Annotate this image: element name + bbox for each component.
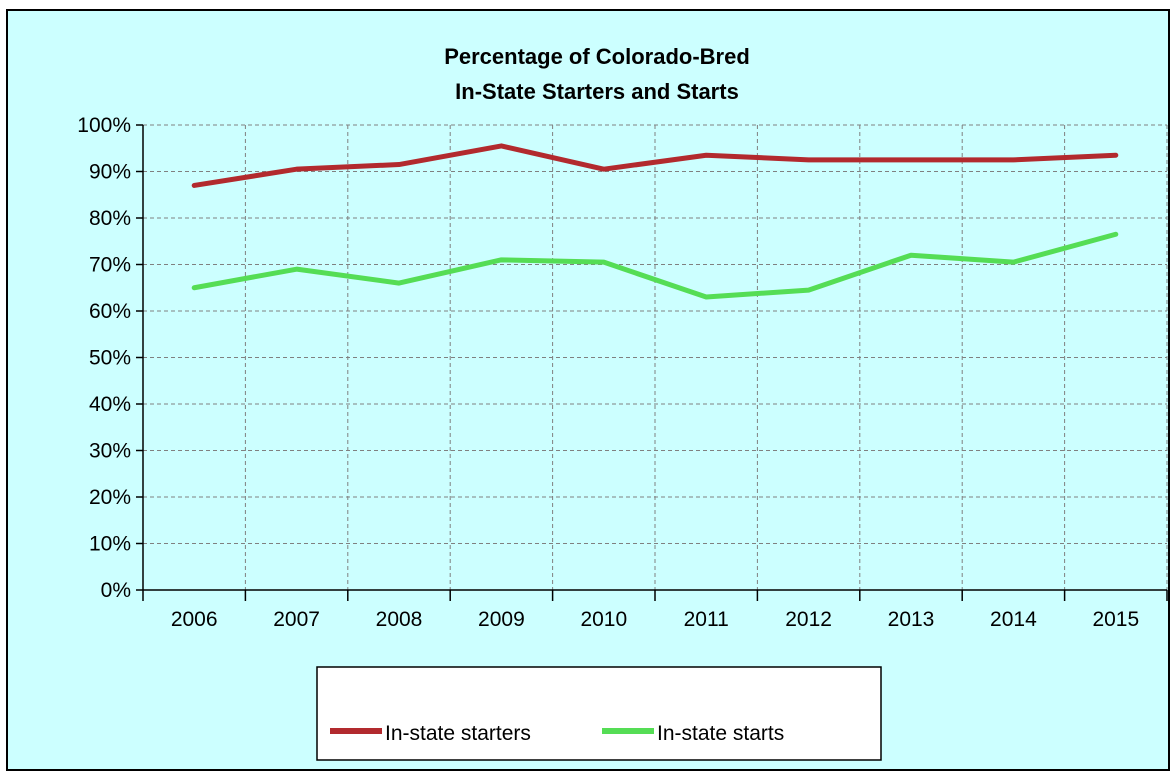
x-tick-label: 2008 — [376, 608, 423, 631]
x-tick-label: 2014 — [990, 608, 1037, 631]
x-tick-label: 2011 — [684, 608, 729, 631]
chart-frame — [6, 9, 1170, 771]
y-tick-label: 0% — [101, 579, 131, 602]
y-tick-label: 60% — [89, 300, 131, 323]
x-tick-label: 2012 — [785, 608, 832, 631]
x-tick-label: 2013 — [888, 608, 935, 631]
y-tick-label: 50% — [89, 347, 131, 370]
x-tick-label: 2009 — [478, 608, 525, 631]
legend-label: In-state starters — [385, 722, 531, 745]
chart-title-line-2: In-State Starters and Starts — [455, 79, 739, 104]
axes: 0% 10% 20% 30% 40% 50% 60% 70% 80% 90% 100% 2006 200… — [77, 114, 1168, 631]
x-tick-label: 2007 — [273, 608, 320, 631]
y-tick-label: 80% — [89, 207, 131, 230]
series-line-2 — [191, 231, 1119, 300]
y-tick-label: 30% — [89, 440, 131, 463]
y-tick-label: 100% — [77, 114, 131, 137]
legend-box — [316, 666, 882, 761]
y-tick-label: 70% — [89, 254, 131, 277]
x-tick-label: 2010 — [580, 608, 627, 631]
x-tick-label: 2015 — [1092, 608, 1139, 631]
series-lines — [191, 143, 1119, 300]
y-tick-label: 40% — [89, 393, 131, 416]
y-tick-label: 90% — [89, 161, 131, 184]
y-tick-label: 20% — [89, 486, 131, 509]
legend: In-state starters In-state starts — [316, 666, 882, 761]
x-tick-label: 2006 — [171, 608, 218, 631]
gridlines — [143, 124, 1168, 590]
legend-label: In-state starts — [657, 722, 784, 745]
y-tick-label: 10% — [89, 533, 131, 556]
series-line-1 — [191, 143, 1119, 188]
chart-title-line-1: Percentage of Colorado-Bred — [444, 44, 750, 69]
